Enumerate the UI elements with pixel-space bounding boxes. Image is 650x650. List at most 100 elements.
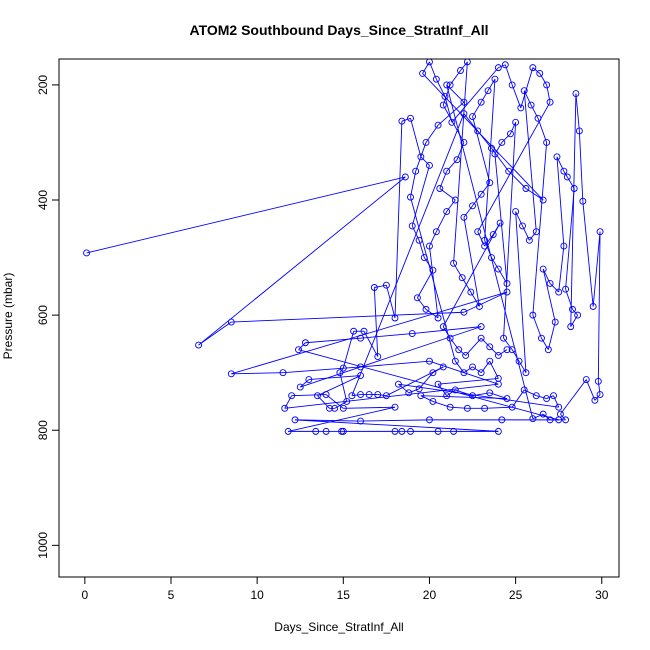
series-line-segment [425,309,439,319]
series-line-segment [231,311,464,323]
data-point [460,139,468,146]
series-line-segment [334,401,347,409]
data-point [374,391,382,398]
data-point [582,376,590,384]
series-line-segment [503,337,513,350]
data-point [463,404,471,412]
data-point [589,303,597,310]
series-line-segment [282,366,361,374]
series-line-segment [501,133,511,143]
series-line-segment [484,406,513,409]
series-line-segment [491,147,510,172]
data-point [434,314,442,322]
series-line-segment [418,372,434,390]
data-point [460,98,468,106]
data-point [448,118,456,126]
y-tick-label: 1000 [36,532,50,559]
series-line-segment [363,331,379,357]
series-line-segment [489,346,499,356]
series-line-segment [339,372,348,402]
data-point [477,369,485,377]
data-point [496,219,504,227]
data-point [515,357,523,365]
data-point [395,380,402,388]
series-line-segment [523,90,537,232]
data-point [562,416,570,424]
data-point [451,386,459,394]
data-point [527,101,535,109]
series-line-segment [410,171,417,198]
data-point [503,395,511,403]
data-point [408,222,416,230]
series-line-segment [446,389,456,397]
data-point [491,150,499,158]
series-line-segment [437,101,465,126]
data-point [460,308,468,316]
series-line-segment [532,67,541,74]
series-line-segment [398,383,559,408]
data-point [538,334,545,342]
series-line-segment [553,395,560,408]
data-point [382,281,390,289]
data-point [279,369,287,377]
data-point [517,104,525,112]
series-line-segment [522,225,530,241]
series-line-segment [565,188,575,290]
data-point [439,363,447,371]
series-line-segment [529,231,537,241]
data-point [415,385,423,393]
data-point [481,242,489,250]
series-line-segment [498,349,508,356]
data-point [469,113,476,121]
data-point [407,427,414,435]
data-point [357,372,364,380]
series-line-segment [408,388,420,394]
series-line-segment [411,165,430,227]
series-line-segment [511,84,522,109]
series-line-segment [484,79,496,241]
series-line-segment [360,360,430,368]
series-line-segment [422,61,430,74]
series-line-segment [463,205,473,218]
data-point [420,254,428,262]
data-point [560,167,568,175]
series-line-segment [446,159,458,172]
series-line-segment [398,383,410,394]
data-point [360,327,368,335]
data-point [322,391,330,398]
data-point [491,75,499,83]
series-line-segment [284,383,499,409]
series-line-segment [386,366,444,397]
data-point [512,208,520,215]
series-line-segment [537,118,548,143]
data-point [486,179,494,187]
data-point [574,311,582,319]
data-point [284,427,292,435]
series-line-segment [472,366,482,374]
data-point [546,280,554,287]
data-point [546,98,554,106]
data-point [227,370,235,378]
chart-title: ATOM2 Southbound Days_Since_StratInf_All [190,22,489,38]
data-point [336,369,344,377]
data-point [477,190,485,198]
series-line-segment [536,395,547,400]
data-point [460,213,468,221]
data-point [348,392,356,400]
data-point [503,346,511,354]
data-point [439,101,447,109]
data-point [481,404,489,412]
data-point [469,202,476,210]
series-line-segment [594,394,601,401]
data-point [195,341,203,349]
plot-frame [58,58,620,578]
data-point [462,351,470,359]
data-point [314,392,321,400]
series-line-segment [542,268,556,323]
series-line-segment [532,413,544,420]
series-line-segment [417,297,427,310]
series-line-segment [570,314,579,327]
data-point [457,67,464,74]
series-line-segment [556,156,565,247]
series-line-segment [463,291,508,313]
